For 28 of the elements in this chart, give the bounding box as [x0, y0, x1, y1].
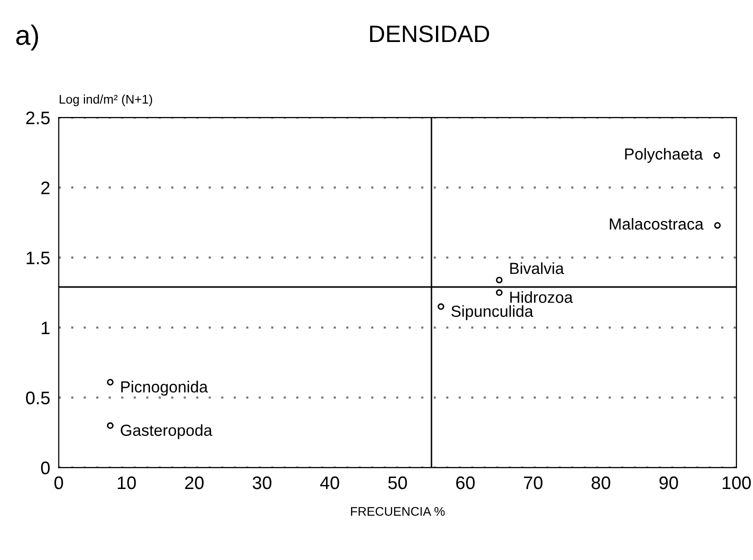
- x-tick-label: 90: [659, 476, 678, 490]
- x-tick-label: 40: [320, 476, 340, 490]
- x-tick-label: 70: [524, 476, 542, 490]
- x-tick-label: 20: [185, 476, 204, 490]
- y-tick-label: 1: [42, 322, 50, 334]
- annotation: Malacostraca: [610, 218, 704, 230]
- annotation: Picnogonida: [121, 380, 208, 396]
- annotation: Polychaeta: [625, 148, 703, 163]
- x-tick-label: 10: [118, 476, 136, 490]
- y-tick-label: 0.5: [26, 392, 50, 404]
- x-tick-label: 50: [388, 476, 407, 490]
- x-axis-title: FRECUENCIA %: [351, 506, 445, 516]
- y-tick-label: 1.5: [26, 252, 50, 264]
- annotation: Hidrozoa: [510, 291, 573, 303]
- x-tick-label: 80: [592, 476, 610, 490]
- chart-title: DENSIDAD: [370, 26, 490, 42]
- annotation: Sipunculida: [451, 305, 534, 320]
- text: a): [16, 24, 38, 51]
- annotation: Bivalvia: [510, 262, 564, 274]
- y-axis-title: Log ind/m² (N+1): [60, 94, 152, 106]
- x-tick-label: 0: [54, 476, 64, 490]
- x-tick-label: 100: [722, 476, 751, 490]
- annotation: Gasteropoda: [120, 424, 212, 440]
- y-tick-label: 2.5: [26, 112, 50, 124]
- y-tick-label: 2: [41, 182, 50, 194]
- x-tick-label: 30: [252, 476, 272, 490]
- y-tick-label: 0: [41, 462, 50, 474]
- x-tick-label: 60: [456, 476, 475, 490]
